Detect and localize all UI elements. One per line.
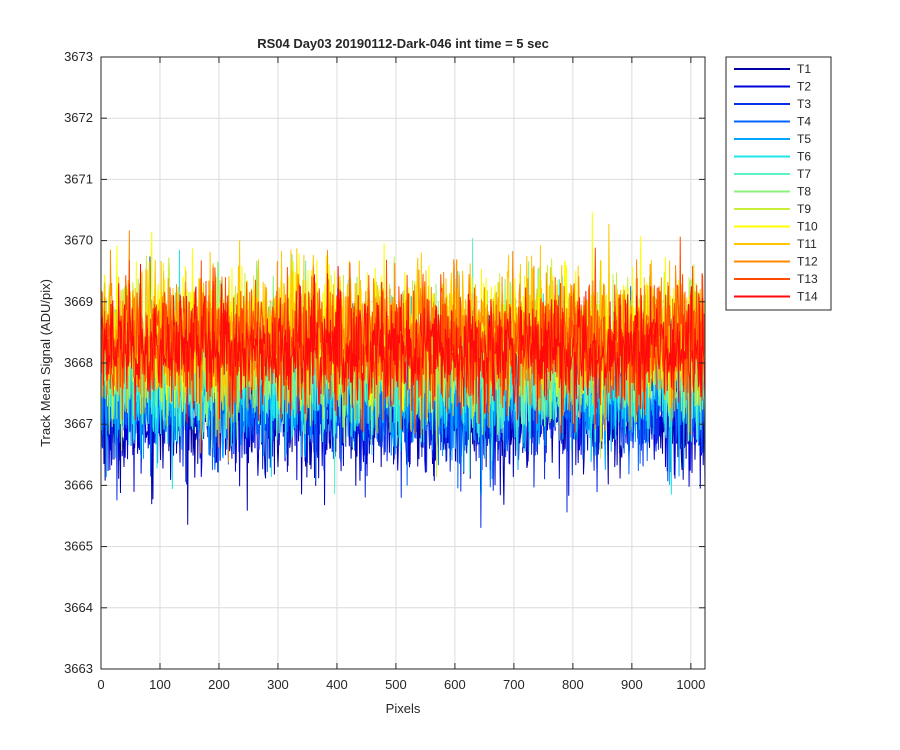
x-tick-label: 400 xyxy=(326,677,348,692)
x-tick-label: 700 xyxy=(503,677,525,692)
x-tick-label: 0 xyxy=(97,677,104,692)
legend-label: T11 xyxy=(797,237,817,251)
y-tick-label: 3663 xyxy=(64,661,93,676)
legend-label: T5 xyxy=(797,132,811,146)
y-tick-label: 3664 xyxy=(64,600,93,615)
y-tick-label: 3665 xyxy=(64,539,93,554)
y-tick-label: 3670 xyxy=(64,233,93,248)
legend-label: T2 xyxy=(797,80,811,94)
x-tick-label: 100 xyxy=(149,677,171,692)
x-tick-label: 300 xyxy=(267,677,289,692)
legend-label: T12 xyxy=(797,255,818,269)
x-tick-label: 1000 xyxy=(676,677,705,692)
legend: T1 T2 T3 T4 T5 T6 T7 T8 T9 T10 T11 T12 T13 T14 xyxy=(725,56,832,311)
y-tick-label: 3668 xyxy=(64,355,93,370)
legend-label: T4 xyxy=(797,115,811,129)
y-axis-label: Track Mean Signal (ADU/pix) xyxy=(38,279,53,447)
x-axis-label: Pixels xyxy=(386,701,421,716)
legend-label: T10 xyxy=(797,220,818,234)
y-tick-label: 3666 xyxy=(64,477,93,492)
legend-label: T7 xyxy=(797,167,811,181)
x-tick-label: 900 xyxy=(621,677,643,692)
chart-title: RS04 Day03 20190112-Dark-046 int time = … xyxy=(257,36,549,51)
series-line-t14 xyxy=(101,263,706,435)
y-tick-label: 3671 xyxy=(64,171,93,186)
series-layer xyxy=(101,212,706,528)
legend-label: T8 xyxy=(797,185,811,199)
y-tick-label: 3673 xyxy=(64,49,93,64)
y-tick-label: 3669 xyxy=(64,294,93,309)
legend-label: T13 xyxy=(797,272,818,286)
y-tick-label: 3667 xyxy=(64,416,93,431)
legend-label: T14 xyxy=(797,290,818,304)
legend-label: T9 xyxy=(797,202,811,216)
x-tick-label: 500 xyxy=(385,677,407,692)
ticks: 0 100 200 300 400 500 600 700 800 900 1000 3663 3664… xyxy=(64,49,705,692)
legend-label: T6 xyxy=(797,150,811,164)
legend-label: T3 xyxy=(797,97,811,111)
legend-box xyxy=(725,56,832,311)
x-tick-label: 600 xyxy=(444,677,466,692)
legend-label: T1 xyxy=(797,62,811,76)
x-tick-label: 200 xyxy=(208,677,230,692)
y-tick-label: 3672 xyxy=(64,110,93,125)
x-tick-label: 800 xyxy=(562,677,584,692)
